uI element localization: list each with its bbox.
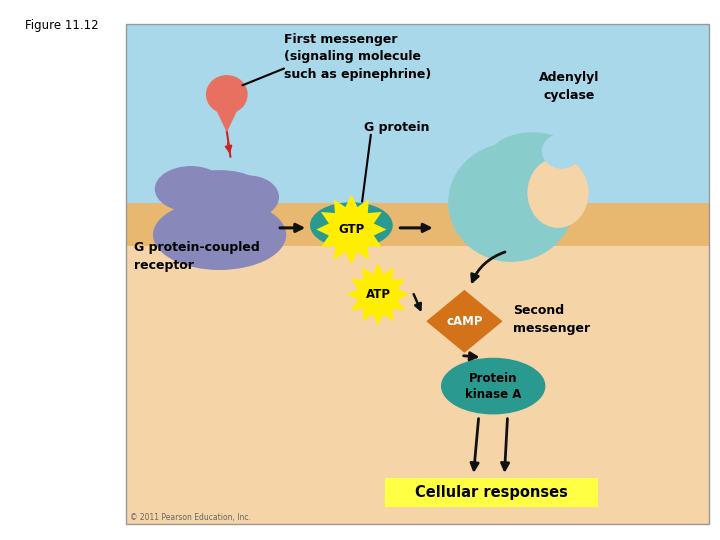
Ellipse shape bbox=[169, 170, 270, 224]
Ellipse shape bbox=[206, 75, 248, 114]
Ellipse shape bbox=[542, 133, 582, 168]
FancyBboxPatch shape bbox=[385, 478, 598, 507]
Ellipse shape bbox=[527, 158, 589, 228]
Text: ATP: ATP bbox=[366, 288, 390, 301]
Ellipse shape bbox=[217, 176, 279, 219]
Text: Cellular responses: Cellular responses bbox=[415, 485, 568, 500]
Text: Protein
kinase A: Protein kinase A bbox=[465, 372, 521, 401]
Ellipse shape bbox=[153, 200, 287, 270]
Ellipse shape bbox=[441, 357, 546, 415]
Bar bbox=[126, 202, 709, 246]
Text: Figure 11.12: Figure 11.12 bbox=[25, 19, 99, 32]
Ellipse shape bbox=[490, 132, 576, 181]
Ellipse shape bbox=[310, 202, 393, 248]
Text: G protein: G protein bbox=[364, 122, 429, 134]
Bar bbox=[126, 24, 709, 524]
Polygon shape bbox=[347, 263, 409, 326]
Text: GTP: GTP bbox=[338, 223, 364, 236]
Polygon shape bbox=[426, 290, 503, 353]
Text: Adenylyl
cyclase: Adenylyl cyclase bbox=[539, 71, 599, 102]
Text: © 2011 Pearson Education, Inc.: © 2011 Pearson Education, Inc. bbox=[130, 513, 251, 522]
Polygon shape bbox=[316, 194, 387, 265]
Text: Second
messenger: Second messenger bbox=[513, 305, 590, 335]
Polygon shape bbox=[216, 110, 238, 132]
Ellipse shape bbox=[155, 166, 227, 212]
Text: First messenger
(signaling molecule
such as epinephrine): First messenger (signaling molecule such… bbox=[284, 33, 432, 80]
Text: cAMP: cAMP bbox=[446, 315, 482, 328]
Bar bbox=[126, 246, 709, 524]
Text: G protein-coupled
receptor: G protein-coupled receptor bbox=[134, 241, 260, 272]
Bar bbox=[126, 24, 709, 203]
Ellipse shape bbox=[448, 143, 575, 262]
